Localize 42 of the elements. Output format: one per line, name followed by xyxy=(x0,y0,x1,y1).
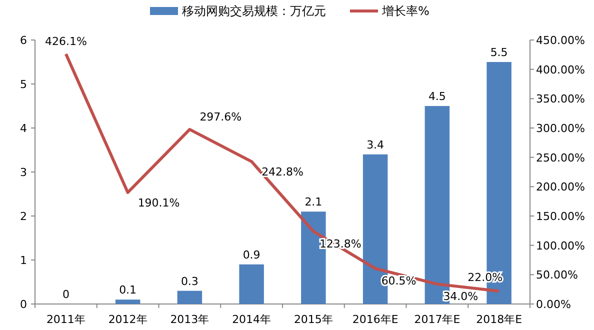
data-label: 297.6% xyxy=(200,110,242,124)
y2-tick-label: 250.00% xyxy=(536,151,585,164)
data-label: 4.5 xyxy=(428,90,446,103)
bar xyxy=(115,300,140,304)
y2-tick-label: 0.00% xyxy=(536,298,571,311)
legend-label: 增长率% xyxy=(381,4,430,18)
data-label: 5.5 xyxy=(490,46,508,59)
data-label: 242.8% xyxy=(262,166,304,179)
x-tick-label: 2015年 xyxy=(294,313,333,326)
y2-tick-label: 50.00% xyxy=(536,268,578,282)
y2-tick-label: 100.00% xyxy=(536,239,585,252)
y2-tick-label: 300.00% xyxy=(536,122,585,135)
x-tick-label: 2018年E xyxy=(476,313,522,326)
data-label: 3.4 xyxy=(366,138,384,152)
y-tick-label: 5 xyxy=(20,78,27,91)
data-label: 2.1 xyxy=(304,196,322,209)
data-label: 0.9 xyxy=(242,248,260,262)
y-tick-label: 6 xyxy=(20,34,27,47)
x-tick-label: 2011年 xyxy=(46,313,86,326)
x-tick-label: 2017年E xyxy=(414,313,460,326)
data-label: 0.1 xyxy=(119,284,137,297)
y-tick-label: 3 xyxy=(20,166,27,179)
bar xyxy=(177,290,202,304)
data-label: 190.1% xyxy=(138,196,180,210)
y-tick-label: 1 xyxy=(20,254,27,267)
y2-tick-label: 450.00% xyxy=(536,34,585,47)
x-tick-label: 2014年 xyxy=(232,313,272,326)
legend-label: 移动网购交易规模：万亿元 xyxy=(182,4,326,18)
data-label: 426.1% xyxy=(44,35,87,48)
y2-tick-label: 150.00% xyxy=(536,210,585,223)
y2-tick-label: 200.00% xyxy=(536,180,585,194)
y-tick-label: 2 xyxy=(20,210,27,223)
x-tick-label: 2012年 xyxy=(108,313,148,326)
y-tick-label: 0 xyxy=(20,298,27,311)
x-tick-label: 2016年E xyxy=(352,313,398,326)
data-label: 0.3 xyxy=(180,274,198,288)
y2-tick-label: 400.00% xyxy=(536,63,585,76)
y-tick-label: 4 xyxy=(20,122,27,135)
data-label: 0 xyxy=(62,288,70,301)
bar xyxy=(239,264,264,304)
x-tick-label: 2013年 xyxy=(170,313,210,326)
y2-tick-label: 350.00% xyxy=(536,92,585,106)
